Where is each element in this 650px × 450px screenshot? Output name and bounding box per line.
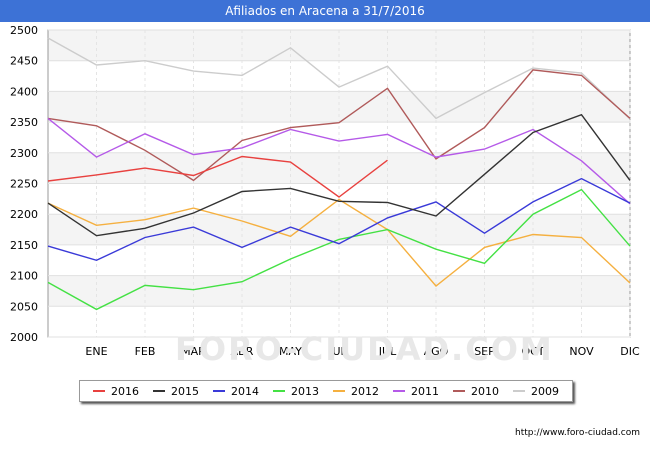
legend-swatch	[273, 390, 285, 392]
legend-swatch	[513, 390, 525, 392]
y-tick-label: 2250	[10, 178, 38, 191]
x-tick-label: SEP	[474, 345, 495, 358]
legend-label: 2012	[351, 384, 379, 398]
legend-swatch	[453, 390, 465, 392]
x-tick-label: FEB	[135, 345, 156, 358]
legend-item-2016: 2016	[93, 385, 139, 398]
x-tick-label: NOV	[569, 345, 594, 358]
x-tick-label: JUL	[378, 345, 397, 358]
y-tick-label: 2200	[10, 208, 38, 221]
y-tick-label: 2000	[10, 331, 38, 344]
x-tick-label: OCT	[521, 345, 544, 358]
y-tick-label: 2500	[10, 24, 38, 37]
legend-item-2011: 2011	[393, 385, 439, 398]
x-tick-label: MAR	[181, 345, 206, 358]
y-tick-labels: 2000 2050 2100 2150 2200 2250 2300 2350 2400 2450…	[10, 24, 38, 344]
x-tick-labels: ENE FEB MAR ABR MAY JUN JUL AGO SEP OCT NOV DIC	[85, 345, 640, 358]
legend-item-2015: 2015	[153, 385, 199, 398]
y-tick-label: 2300	[10, 147, 38, 160]
legend-swatch	[93, 390, 105, 392]
series-lines	[47, 37, 631, 311]
series-line-2016	[47, 155, 388, 198]
y-tick-label: 2450	[10, 55, 38, 68]
y-tick-label: 2050	[10, 300, 38, 313]
y-tick-label: 2100	[10, 270, 38, 283]
legend-swatch	[213, 390, 225, 392]
x-tick-label: MAY	[279, 345, 302, 358]
series-line-2009	[47, 37, 631, 120]
legend-item-2009: 2009	[513, 385, 559, 398]
source-credit: http://www.foro-ciudad.com	[515, 428, 640, 438]
legend-item-2010: 2010	[453, 385, 499, 398]
y-tick-label: 2150	[10, 239, 38, 252]
y-tick-label: 2350	[10, 116, 38, 129]
x-tick-label: ABR	[231, 345, 254, 358]
legend-item-2012: 2012	[333, 385, 379, 398]
legend-label: 2015	[171, 384, 199, 398]
series-line-2014	[47, 177, 631, 262]
x-tick-label: ENE	[85, 345, 107, 358]
legend-swatch	[393, 390, 405, 392]
grid	[48, 29, 631, 338]
legend: 2016 2015 2014 2013 2012 2011 2010 2009	[79, 380, 573, 402]
y-tick-label: 2400	[10, 85, 38, 98]
series-line-2013	[47, 188, 631, 311]
x-tick-label: DIC	[620, 345, 640, 358]
chart-title: Afiliados en Aracena a 31/7/2016	[0, 0, 650, 22]
legend-item-2014: 2014	[213, 385, 259, 398]
legend-label: 2014	[231, 384, 259, 398]
legend-label: 2013	[291, 384, 319, 398]
legend-label: 2010	[471, 384, 499, 398]
legend-item-2013: 2013	[273, 385, 319, 398]
series-line-2015	[47, 113, 631, 237]
x-tick-label: JUN	[328, 345, 349, 358]
legend-swatch	[333, 390, 345, 392]
x-tick-label: AGO	[424, 345, 449, 358]
legend-label: 2009	[531, 384, 559, 398]
legend-label: 2011	[411, 384, 439, 398]
series-line-2011	[47, 117, 631, 205]
watermark: FORO-CIUDAD.COM	[175, 330, 554, 368]
legend-label: 2016	[111, 384, 139, 398]
legend-swatch	[153, 390, 165, 392]
series-line-2012	[47, 198, 631, 287]
series-line-2010	[47, 69, 631, 182]
